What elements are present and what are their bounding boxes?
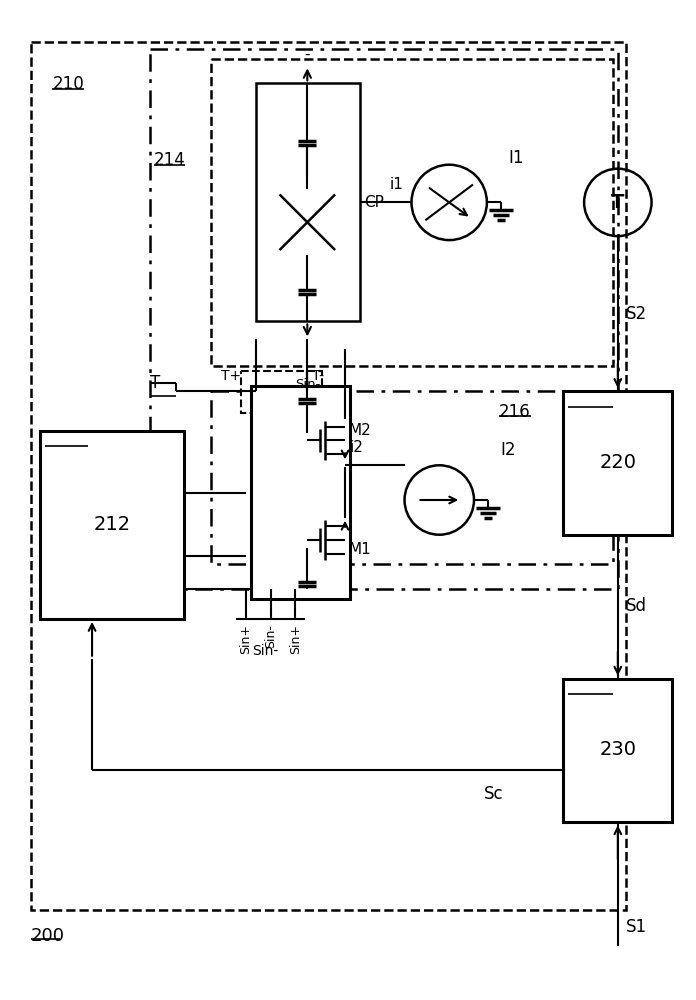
Text: S1: S1 <box>626 918 647 936</box>
Text: 214: 214 <box>154 151 185 169</box>
Bar <box>211 391 613 564</box>
Text: T: T <box>150 374 160 392</box>
Text: 216: 216 <box>499 403 530 421</box>
Text: Sin-: Sin- <box>253 644 279 658</box>
Text: CP: CP <box>364 195 383 210</box>
Text: I1: I1 <box>509 149 524 167</box>
Bar <box>255 83 360 321</box>
Bar <box>150 49 618 589</box>
Text: i1: i1 <box>390 177 404 192</box>
Text: 230: 230 <box>599 740 636 759</box>
Text: S2: S2 <box>626 305 647 323</box>
Text: 200: 200 <box>31 927 65 945</box>
Text: Sc: Sc <box>484 785 503 803</box>
Circle shape <box>303 387 311 395</box>
Text: Sin-: Sin- <box>294 378 320 391</box>
Text: Sin+: Sin+ <box>289 624 302 654</box>
Text: -: - <box>305 47 310 62</box>
Text: Sin-: Sin- <box>264 624 277 648</box>
Bar <box>563 679 672 822</box>
Text: T-: T- <box>313 369 324 383</box>
Bar <box>563 391 672 535</box>
Bar <box>251 386 350 599</box>
Text: Sd: Sd <box>626 597 647 615</box>
Bar <box>211 59 613 366</box>
Text: 210: 210 <box>52 75 84 93</box>
Bar <box>31 42 626 910</box>
Circle shape <box>252 387 260 395</box>
Text: T+: T+ <box>221 369 241 383</box>
Text: T: T <box>611 193 624 212</box>
Bar <box>241 371 322 413</box>
Text: i2: i2 <box>350 440 364 455</box>
Text: 220: 220 <box>599 453 636 472</box>
Text: M1: M1 <box>349 542 372 557</box>
Text: 212: 212 <box>93 515 130 534</box>
Bar <box>40 431 184 619</box>
Text: M2: M2 <box>349 423 372 438</box>
Text: I2: I2 <box>500 441 516 459</box>
Text: Sin+: Sin+ <box>239 624 253 654</box>
